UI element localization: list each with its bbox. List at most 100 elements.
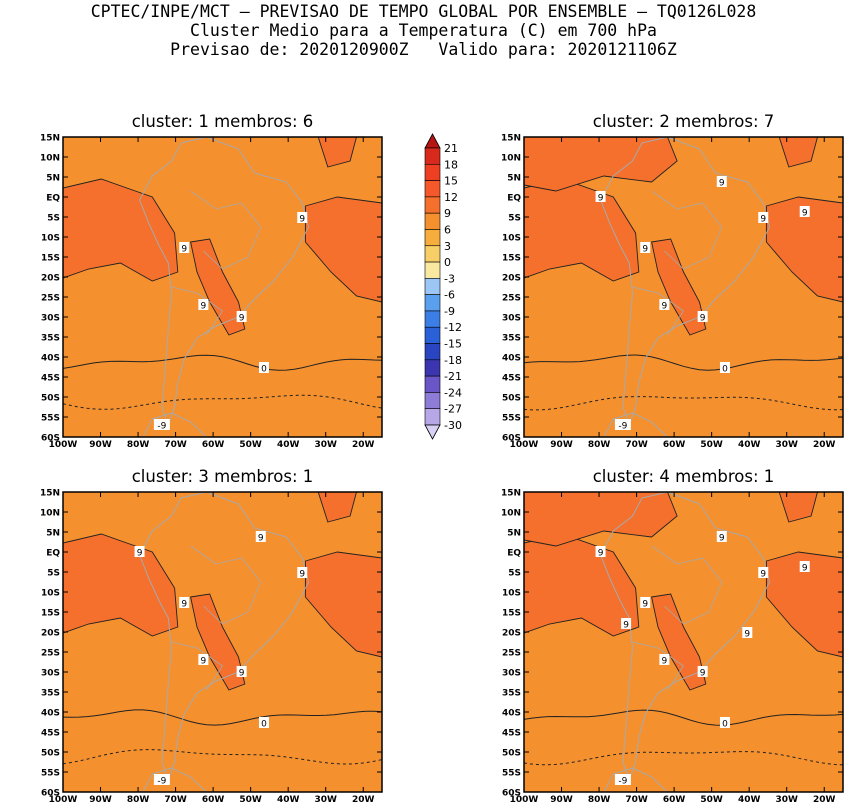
- svg-text:9: 9: [258, 534, 264, 544]
- panel-title: cluster: 4 membros: 1: [593, 467, 775, 486]
- south-america-outline: [600, 137, 771, 427]
- colorbar-swatch: [424, 229, 441, 247]
- lon-tick-label: 40W: [277, 795, 300, 803]
- antarctic-outline: [142, 412, 208, 437]
- lat-tick-label: 40S: [502, 709, 521, 719]
- colorbar-swatch: [424, 343, 441, 361]
- colorbar-swatch: [424, 326, 441, 344]
- colorbar-label: -12: [444, 321, 462, 334]
- colorbar-label: 15: [444, 175, 458, 188]
- colorbar-label: -24: [444, 386, 462, 399]
- colorbar-swatch: [424, 245, 441, 263]
- contour-label: 9: [236, 666, 247, 679]
- lat-tick-label: 35S: [41, 689, 60, 699]
- lat-tick-label: 20S: [41, 629, 60, 639]
- colorbar-label: -30: [444, 419, 462, 432]
- lat-tick-label: EQ: [507, 194, 521, 204]
- lat-tick-label: 25S: [41, 294, 60, 304]
- lat-tick-label: 35S: [502, 334, 521, 344]
- lat-tick-label: 5S: [508, 214, 521, 224]
- temperature-field: 9 9 9 9 9 9 9 9 9 0 -9: [524, 492, 843, 792]
- warm-zone-west: [524, 178, 640, 282]
- svg-text:9: 9: [239, 669, 245, 679]
- chart-title-line-3: Previsao de: 2020120900Z Valido para: 20…: [170, 40, 677, 59]
- colorbar-label: -9: [444, 305, 455, 318]
- contour-label: -9: [153, 774, 170, 787]
- svg-text:9: 9: [744, 630, 750, 640]
- contour-0: [63, 354, 382, 371]
- colorbar-label: 18: [444, 158, 458, 171]
- lon-tick-label: 50W: [239, 795, 262, 803]
- lon-tick-label: 50W: [239, 440, 262, 450]
- svg-text:-9: -9: [618, 777, 627, 787]
- lon-tick-label: 80W: [127, 795, 150, 803]
- lat-tick-label: 30S: [41, 314, 60, 324]
- svg-text:-9: -9: [618, 422, 627, 432]
- map-panel-1: cluster: 1 membros: 6 9 9 9 9 0 -9 15N 10N 5N EQ 5S…: [40, 112, 383, 450]
- lat-tick-label: 10S: [502, 234, 521, 244]
- lat-tick-label: 10N: [40, 154, 60, 164]
- country-borders-south: [171, 286, 224, 336]
- contour-label: 9: [758, 567, 769, 580]
- warm-zone-north: [317, 492, 357, 523]
- lat-tick-label: 30S: [502, 669, 521, 679]
- country-borders-south: [632, 641, 685, 691]
- svg-text:9: 9: [623, 621, 629, 631]
- contour-label: 9: [297, 567, 308, 580]
- svg-text:9: 9: [598, 194, 604, 204]
- lon-tick-label: 60W: [202, 440, 225, 450]
- lat-tick-label: 5S: [47, 569, 60, 579]
- contour-label: 9: [297, 212, 308, 225]
- lon-tick-label: 60W: [663, 795, 686, 803]
- lon-tick-label: 70W: [625, 795, 648, 803]
- svg-text:9: 9: [700, 314, 706, 324]
- svg-text:9: 9: [661, 302, 667, 312]
- lat-tick-label: 10S: [502, 589, 521, 599]
- colorbar-arrow-bottom: [424, 424, 441, 440]
- warm-zone-west: [524, 533, 640, 637]
- contour-label: 0: [258, 362, 269, 375]
- lon-tick-label: 20W: [813, 795, 836, 803]
- lat-tick-label: 5N: [46, 529, 60, 539]
- contour-label: 9: [595, 546, 606, 559]
- contour-label: 0: [719, 717, 730, 730]
- lat-tick-label: 15S: [502, 609, 521, 619]
- panel-title: cluster: 2 membros: 7: [593, 112, 775, 131]
- colorbar-label: 3: [444, 240, 451, 253]
- lat-tick-label: 10S: [41, 234, 60, 244]
- map-panel-2: cluster: 2 membros: 7 9 9 9 9 9 9 9 0 -9 15N 10N 5N E…: [501, 112, 844, 450]
- panel-frame: [523, 136, 844, 438]
- contour-label: -9: [614, 419, 631, 432]
- temperature-field: 9 9 9 9 9 9 9 0 -9: [524, 137, 843, 437]
- lat-tick-label: 5N: [46, 174, 60, 184]
- colorbar-swatch: [424, 359, 441, 377]
- colorbar-label: 12: [444, 191, 458, 204]
- contour-label: 9: [179, 242, 190, 255]
- svg-text:9: 9: [299, 215, 305, 225]
- warm-tongue-central: [190, 238, 246, 336]
- contour-label: 9: [640, 597, 651, 610]
- country-borders: [651, 190, 723, 270]
- lat-tick-label: 50S: [502, 394, 521, 404]
- colorbar-swatch: [424, 212, 441, 230]
- lat-tick-label: 45S: [41, 729, 60, 739]
- svg-text:-9: -9: [157, 422, 166, 432]
- lat-tick-label: 40S: [41, 354, 60, 364]
- contour-label: 9: [799, 206, 810, 219]
- lat-tick-label: 45S: [502, 374, 521, 384]
- svg-text:9: 9: [802, 564, 808, 574]
- temperature-field: 9 9 9 9 9 9 0 -9: [63, 492, 382, 792]
- lon-tick-label: 60W: [202, 795, 225, 803]
- colorbar-swatch: [424, 408, 441, 426]
- south-america-outline: [139, 492, 310, 782]
- contour-label: 9: [595, 191, 606, 204]
- colorbar-label: 21: [444, 142, 458, 155]
- antarctic-outline: [603, 767, 669, 792]
- panel-title: cluster: 1 membros: 6: [132, 112, 314, 131]
- lat-tick-label: 40S: [41, 709, 60, 719]
- svg-text:9: 9: [719, 179, 725, 189]
- colorbar-label: -15: [444, 338, 462, 351]
- svg-text:9: 9: [137, 549, 143, 559]
- lat-tick-label: 20S: [502, 274, 521, 284]
- lon-tick-label: 50W: [700, 440, 723, 450]
